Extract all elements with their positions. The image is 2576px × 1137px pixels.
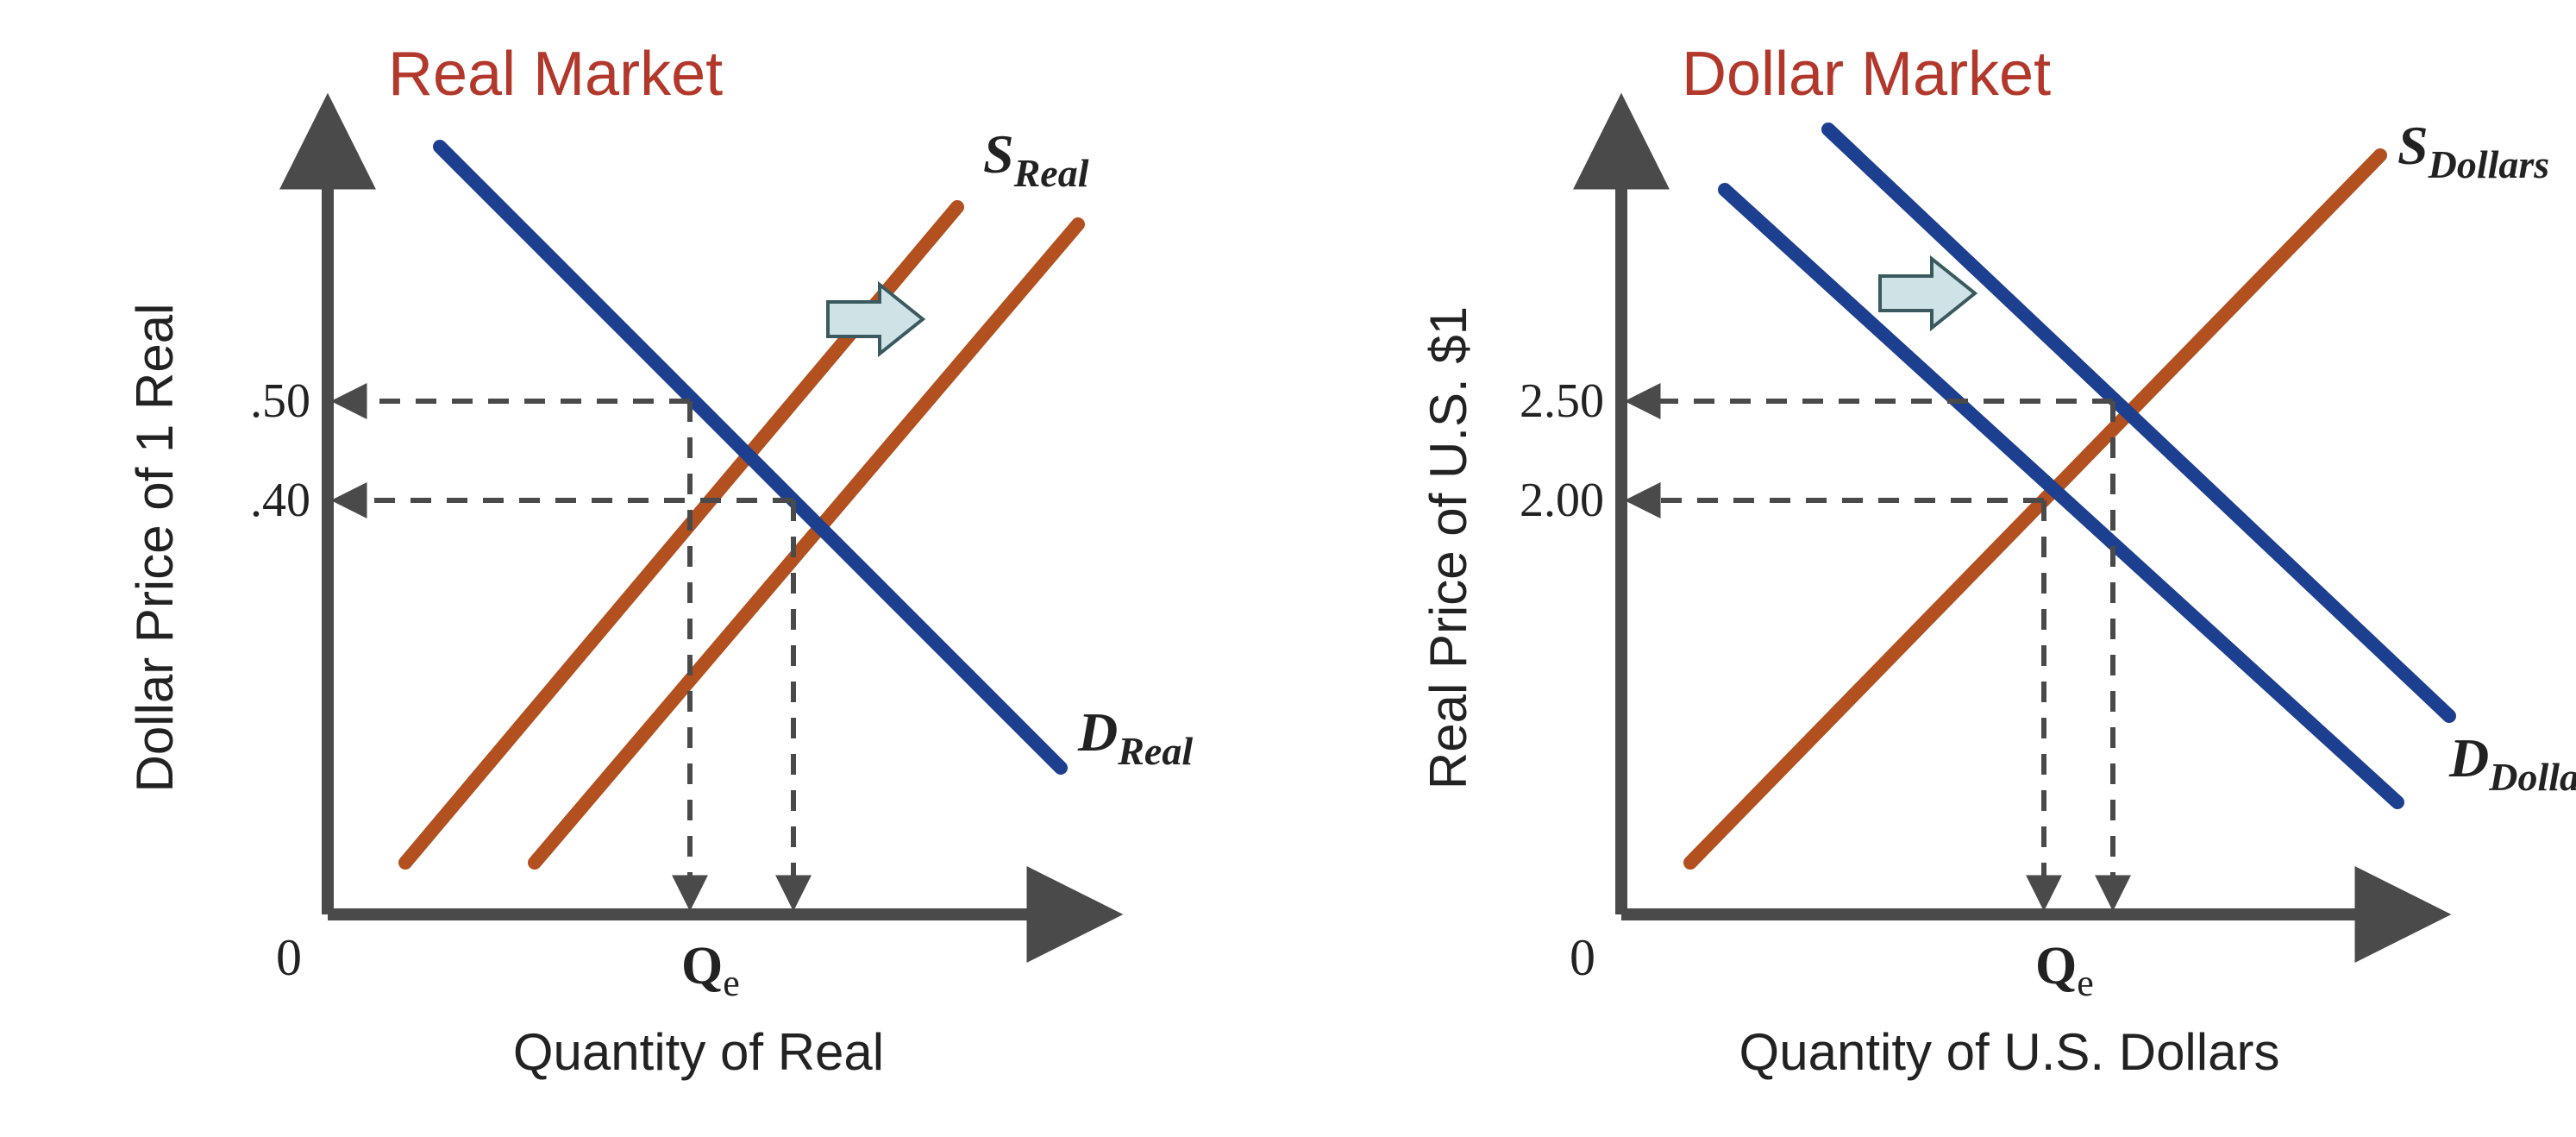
left-x-axis-label: Quantity of Real [513, 1023, 884, 1081]
right-title: Dollar Market [1682, 40, 2051, 109]
demand-curve [440, 147, 1061, 768]
y-tick-label: .40 [250, 474, 310, 527]
shift-arrow-icon [1880, 259, 1975, 328]
figure-svg: Real Market Dollar Price of 1 Real Quantit… [0, 0, 2576, 1137]
supply-label: SDollars [2397, 115, 2549, 186]
left-y-axis-label: Dollar Price of 1 Real [126, 304, 184, 793]
left-panel: Real Market Dollar Price of 1 Real Quantit… [126, 40, 1193, 1081]
qe-label: Qe [2035, 937, 2094, 1004]
demand-curve-original [1725, 190, 2397, 802]
y-tick-label: 2.50 [1520, 374, 1604, 428]
origin-label: 0 [1570, 929, 1595, 986]
demand-label: DReal [1077, 701, 1193, 773]
figure-container: Real Market Dollar Price of 1 Real Quantit… [0, 0, 2576, 1137]
y-tick-label: 2.00 [1520, 474, 1604, 527]
demand-label: DDollars [2448, 727, 2576, 799]
right-y-axis-label: Real Price of U.S. $1 [1420, 306, 1477, 789]
right-panel: Dollar Market Real Price of U.S. $1 Quanti… [1420, 40, 2576, 1081]
origin-label: 0 [276, 929, 302, 986]
supply-label: SReal [983, 123, 1089, 195]
left-title: Real Market [388, 40, 723, 109]
y-tick-label: .50 [250, 374, 310, 428]
qe-label: Qe [681, 937, 740, 1004]
right-x-axis-label: Quantity of U.S. Dollars [1739, 1023, 2280, 1081]
